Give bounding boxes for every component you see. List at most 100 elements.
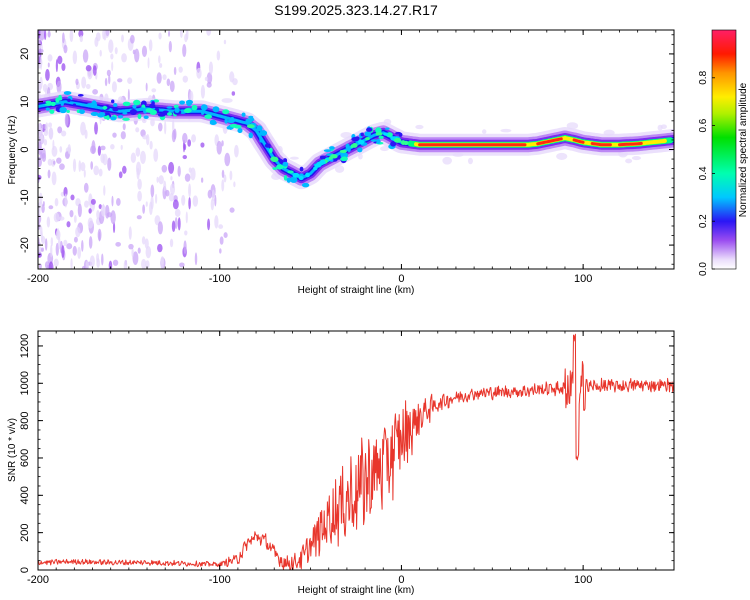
spectrogram-noise-blob (63, 44, 68, 54)
spectrogram-noise-blob (84, 200, 89, 208)
spectrogram-y-tick-label: 0 (19, 146, 31, 152)
spectrogram-noise-blob (158, 175, 164, 185)
spectrogram-ridge-blob (351, 144, 356, 148)
spectrogram-noise-blob (47, 169, 51, 179)
snr-x-tick-label: 0 (398, 574, 404, 586)
spectrogram-noise-blob (38, 263, 42, 269)
spectrogram-noise-blob (183, 143, 187, 151)
spectrogram-noise-blob (40, 56, 43, 71)
spectrogram-noise-blob (127, 88, 130, 103)
spectrogram-noise-blob (38, 245, 42, 254)
spectrogram-noise-blob (145, 82, 148, 92)
spectrogram-noise-blob (221, 140, 224, 147)
spectrogram-noise-blob (48, 122, 53, 128)
spectrogram-noise-blob (102, 153, 108, 166)
spectrogram-noise-blob (207, 218, 211, 231)
spectrogram-noise-blob (85, 65, 92, 72)
spectrogram-ridge-blob (212, 106, 220, 113)
spectrogram-noise-blob (96, 257, 100, 268)
spectrogram-noise-blob (99, 49, 102, 57)
spectrogram-noise-blob (82, 49, 89, 63)
spectrogram-noise-blob (442, 156, 452, 165)
spectrogram-noise-blob (103, 185, 106, 196)
spectrogram-ridge-blob (44, 103, 52, 106)
spectrogram-noise-blob (141, 258, 147, 269)
spectrogram-noise-blob (50, 244, 53, 258)
snr-frame (37, 330, 675, 571)
spectrogram-noise-blob (79, 35, 83, 43)
spectrogram-noise-blob (631, 155, 641, 161)
spectrogram-ridge-blob (283, 158, 288, 164)
spectrogram-noise-blob (146, 133, 150, 146)
spectrogram-ridge-blob (151, 101, 155, 106)
colorbar: 0.0 0.2 0.4 0.6 0.8 Normalized spectral ampl… (698, 29, 749, 276)
spectrogram-noise-blob (116, 198, 121, 206)
spectrogram-ridge-blob (60, 101, 64, 107)
spectrogram-noise-blob (221, 169, 225, 179)
spectrogram-ridge-blob (305, 172, 310, 178)
spectrogram-noise-blob (127, 77, 133, 84)
spectrogram-ridge-blob (77, 94, 84, 97)
spectrogram-y-tick-label: -20 (19, 237, 31, 253)
spectrogram-noise-blob (80, 121, 86, 136)
spectrogram-noise-blob (145, 260, 150, 269)
spectrogram-noise-blob (100, 204, 106, 217)
spectrogram-ridge-blob (90, 111, 99, 117)
snr-content (38, 333, 674, 570)
spectrogram-noise-blob (111, 195, 114, 207)
spectrogram-ridge-blob (375, 132, 383, 136)
spectrogram-ridge-blob (226, 125, 232, 130)
spectrogram-noise-blob (214, 215, 219, 229)
spectrogram-noise-blob (196, 67, 202, 79)
spectrogram-ridge-blob (329, 146, 335, 150)
spectrogram-noise-blob (44, 30, 47, 41)
spectrogram-noise-blob (171, 220, 176, 233)
spectrogram-noise-blob (135, 161, 142, 176)
spectrogram-noise-blob (153, 148, 159, 162)
spectrogram-noise-blob (174, 217, 178, 229)
spectrogram-noise-blob (56, 80, 62, 94)
spectrogram-noise-blob (90, 161, 94, 170)
spectrogram-noise-blob (66, 221, 71, 228)
spectrogram-ridge-blob (112, 106, 119, 112)
spectrogram-ridge-blob (292, 172, 300, 178)
spectrogram-ridge-blob (299, 166, 304, 172)
spectrogram-noise-blob (140, 150, 146, 164)
spectrogram-noise-blob (38, 141, 42, 155)
spectrogram-x-tick-label: 100 (574, 273, 592, 285)
spectrogram-noise-blob (81, 240, 84, 252)
spectrogram-noise-blob (130, 34, 135, 44)
spectrogram-ridge-blob (283, 174, 288, 181)
snr-background (38, 331, 674, 570)
spectrogram-noise-blob (89, 255, 95, 268)
spectrogram-noise-blob (188, 183, 192, 198)
spectrogram-ridge-blob (200, 104, 208, 111)
spectrogram-noise-blob (59, 146, 63, 153)
spectrogram-ridge-blob (330, 154, 338, 159)
spectrogram-noise-blob (128, 226, 132, 240)
spectrogram-noise-blob (117, 78, 123, 83)
spectrogram-noise-blob (150, 195, 154, 210)
spectrogram-noise-blob (224, 152, 231, 167)
spectrogram-ridge-blob (106, 115, 110, 121)
spectrogram-ridge-blob (209, 121, 217, 126)
spectrogram-ridge-blob (113, 103, 118, 108)
spectrogram-noise-blob (120, 131, 126, 140)
spectrogram-noise-blob (51, 171, 57, 186)
spectrogram-noise-blob (97, 228, 102, 241)
spectrogram-ridge-blob (117, 114, 124, 119)
spectrogram-noise-blob (221, 179, 225, 192)
spectrogram-noise-blob (64, 113, 69, 127)
colorbar-gradient (712, 30, 736, 269)
spectrogram-ridge-blob (246, 124, 255, 129)
spectrogram-noise-blob (90, 198, 96, 205)
spectrogram-ridge-blob (222, 109, 230, 115)
spectrogram-ridge-blob (230, 116, 235, 121)
spectrogram-noise-blob (158, 32, 162, 40)
spectrogram-noise-blob (121, 53, 127, 63)
